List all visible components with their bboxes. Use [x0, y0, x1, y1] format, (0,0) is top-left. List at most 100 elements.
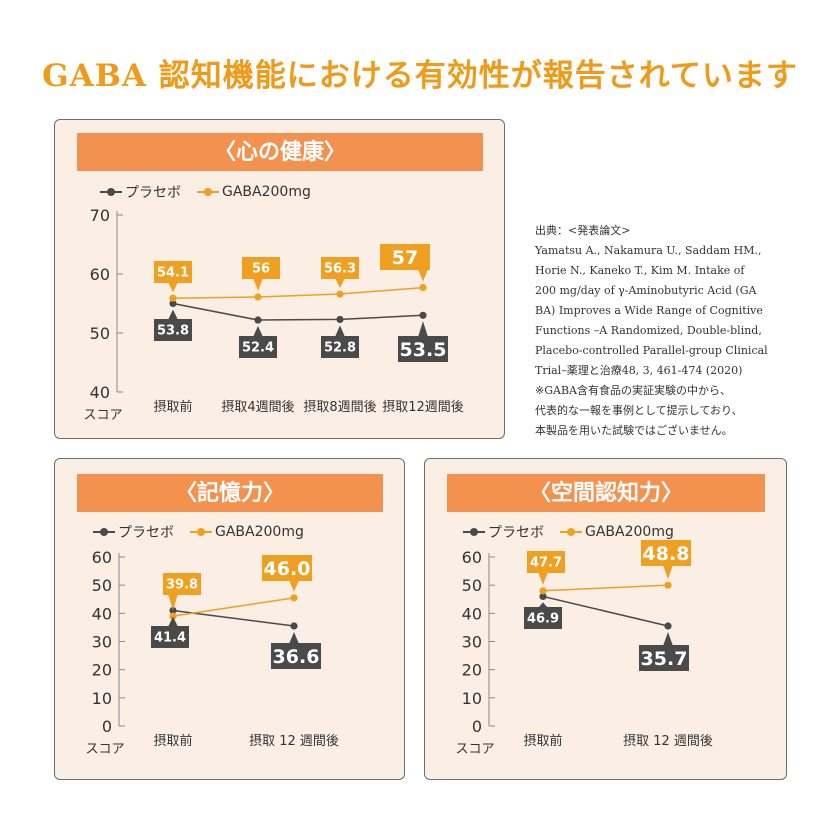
- data-label-pointer-placebo: [168, 309, 178, 320]
- data-label-pointer-gaba: [289, 580, 299, 592]
- data-point-gaba: [290, 594, 298, 602]
- y-axis-label: スコア: [83, 408, 122, 423]
- data-point-gaba: [336, 290, 344, 298]
- data-label-gaba: 57: [392, 247, 418, 269]
- legend-label-placebo: プラセボ: [125, 185, 181, 201]
- data-point-placebo: [254, 316, 262, 324]
- data-label-placebo: 52.4: [242, 341, 274, 356]
- y-tick-label: 20: [92, 661, 112, 680]
- data-label-placebo: 46.9: [527, 612, 559, 627]
- data-label-box-placebo: [151, 626, 189, 648]
- y-tick-label: 40: [92, 604, 112, 623]
- data-label-gaba: 47.7: [530, 556, 562, 571]
- chart-title: 〈心の健康〉: [77, 133, 483, 171]
- legend: プラセボ GABA200mg: [100, 182, 311, 202]
- data-point-placebo: [336, 315, 344, 324]
- chart-panel-memory: 〈記憶力〉 プラセボ GABA200mg: [54, 458, 405, 780]
- x-tick-label: 摂取前: [153, 399, 192, 415]
- legend-label-gaba: GABA200mg: [585, 524, 674, 540]
- data-point-gaba: [169, 612, 177, 620]
- data-label-gaba: 39.8: [166, 578, 198, 593]
- data-label-box-gaba: [163, 573, 201, 595]
- data-point-placebo: [169, 299, 177, 308]
- source-line: ※GABA含有食品の実証実験の中から、: [535, 384, 731, 397]
- legend-label-placebo: プラセボ: [488, 525, 544, 541]
- y-tick-label: 60: [90, 265, 110, 284]
- data-point-gaba: [419, 283, 427, 292]
- legend-swatch-gaba: [190, 527, 212, 537]
- data-label-placebo: 41.4: [154, 631, 186, 646]
- data-label-pointer-gaba: [335, 278, 345, 289]
- y-axis-label: スコア: [85, 742, 124, 757]
- y-tick-label: 30: [92, 633, 112, 652]
- legend-swatch-placebo: [463, 527, 485, 537]
- series-line-placebo: [172, 302, 424, 321]
- data-label-pointer-placebo: [418, 321, 428, 337]
- data-label-box-placebo: [524, 607, 562, 629]
- source-line: 代表的な一報を事例として提示しており、: [535, 404, 743, 417]
- data-label-box-placebo: [271, 643, 321, 669]
- data-label-box-gaba: [262, 555, 312, 581]
- data-label-box-placebo: [239, 336, 277, 358]
- data-label-box-gaba: [321, 257, 359, 279]
- series-line-gaba: [172, 286, 424, 299]
- data-label-box-gaba: [380, 244, 430, 270]
- data-label-placebo: 36.6: [273, 646, 320, 668]
- y-tick-label: 50: [462, 576, 482, 595]
- source-line: Horie N., Kaneko T., Kim M. Intake of: [535, 264, 745, 277]
- legend: プラセボ GABA200mg: [93, 522, 304, 542]
- data-label-placebo: 53.8: [157, 324, 189, 339]
- data-label-pointer-placebo: [289, 632, 299, 644]
- data-point-placebo: [419, 311, 427, 319]
- legend-swatch-gaba: [560, 527, 582, 537]
- data-point-placebo: [664, 622, 672, 630]
- data-label-box-placebo: [639, 645, 689, 671]
- source-heading: 出典：<発表論文>: [535, 224, 631, 237]
- x-tick-label: 摂取12週間後: [382, 399, 464, 415]
- source-line: Functions –A Randomized, Double-blind,: [535, 324, 762, 337]
- y-tick-label: 60: [92, 548, 112, 567]
- legend-label-gaba: GABA200mg: [222, 184, 311, 200]
- data-label-box-gaba: [154, 261, 192, 283]
- data-label-box-gaba: [242, 257, 280, 279]
- source-line: Yamatsu A., Nakamura U., Saddam HM.,: [535, 244, 762, 257]
- legend-swatch-placebo: [100, 187, 122, 197]
- x-tick-label: 摂取 12 週間後: [623, 733, 713, 749]
- data-label-gaba: 54.1: [157, 266, 189, 281]
- data-point-gaba: [169, 294, 177, 302]
- data-point-placebo: [169, 606, 177, 615]
- data-label-box-gaba: [641, 540, 691, 566]
- data-point-gaba: [539, 587, 547, 595]
- data-label-pointer-placebo: [168, 616, 178, 627]
- series-line-gaba: [542, 584, 669, 592]
- x-tick-label: 摂取 12 週間後: [249, 733, 339, 749]
- y-tick-label: 10: [462, 689, 482, 708]
- legend-label-placebo: プラセボ: [118, 525, 174, 541]
- data-label-pointer-gaba: [538, 572, 548, 585]
- data-label-box-placebo: [321, 336, 359, 358]
- chart-title: 〈記憶力〉: [77, 474, 383, 512]
- data-label-pointer-gaba: [663, 565, 673, 580]
- x-tick-label: 摂取8週間後: [303, 399, 376, 415]
- y-tick-label: 70: [90, 206, 110, 225]
- source-line: 200 mg/day of γ-Aminobutyric Acid (GA: [535, 284, 757, 297]
- data-label-gaba: 56: [252, 262, 270, 277]
- data-label-pointer-placebo: [253, 326, 263, 337]
- data-label-pointer-gaba: [418, 269, 428, 282]
- x-tick-label: 摂取前: [153, 733, 192, 749]
- legend: プラセボ GABA200mg: [463, 522, 674, 542]
- series-line-gaba: [172, 597, 295, 617]
- source-line: 本製品を用いた試験ではございません。: [535, 424, 733, 437]
- data-label-placebo: 53.5: [400, 339, 447, 361]
- y-tick-label: 60: [462, 548, 482, 567]
- y-tick-label: 50: [90, 324, 110, 343]
- data-label-placebo: 52.8: [324, 341, 356, 356]
- source-line: Trial–薬理と治療48, 3, 461-474 (2020): [535, 364, 743, 377]
- data-label-pointer-placebo: [335, 325, 345, 337]
- data-label-box-gaba: [527, 551, 565, 573]
- y-tick-label: 0: [472, 717, 482, 736]
- source-citation: 出典：<発表論文> Yamatsu A., Nakamura U., Sadda…: [535, 221, 780, 441]
- y-axis-label: スコア: [455, 742, 494, 757]
